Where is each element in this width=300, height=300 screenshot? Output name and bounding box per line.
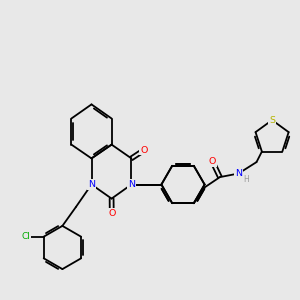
Text: N: N (88, 180, 95, 189)
Text: O: O (140, 146, 148, 155)
Text: S: S (269, 116, 275, 124)
Text: N: N (128, 180, 135, 189)
Text: N: N (235, 169, 242, 178)
Text: O: O (108, 209, 116, 218)
Text: H: H (244, 175, 250, 184)
Text: O: O (209, 157, 216, 166)
Text: Cl: Cl (21, 232, 30, 241)
